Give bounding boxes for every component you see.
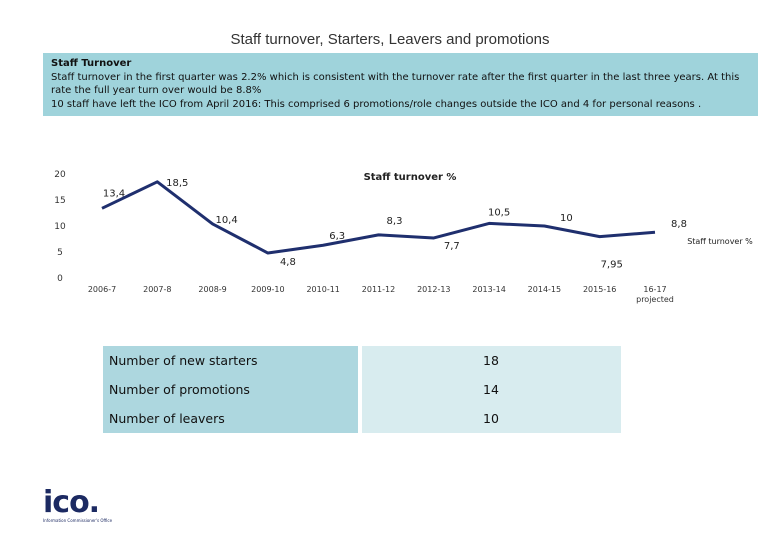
data-label: 10,5 [488, 207, 510, 218]
x-tick-label: 16-17 projected [636, 285, 674, 304]
ico-logo: ico. Information Commissioner's Office [43, 488, 123, 528]
staff-stats-table: Number of new starters 18 Number of prom… [103, 346, 621, 433]
x-tick-label: 2015-16 [583, 285, 616, 294]
chart-title: Staff turnover % [364, 172, 457, 183]
data-label: 6,3 [329, 231, 345, 242]
x-tick-label: 2009-10 [251, 285, 284, 294]
y-tick-label: 15 [54, 196, 65, 206]
turnover-line-chart: Staff turnover % 0 5 10 15 20 2006-7 2007-8 2008… [54, 170, 753, 304]
data-label: 7,95 [601, 260, 623, 271]
data-label: 10,4 [215, 215, 237, 226]
summary-line-2: rate the full year turn over would be 8.… [51, 85, 262, 96]
y-tick-label: 10 [54, 222, 66, 232]
x-tick-label: 2010-11 [306, 285, 339, 294]
summary-line-3: 10 staff have left the ICO from April 20… [51, 98, 702, 110]
series-line [101, 180, 656, 255]
legend-entry: Staff turnover % [687, 237, 753, 246]
logo-wordmark: ico. [43, 485, 100, 520]
data-label: 7,7 [444, 241, 460, 252]
stat-label: Number of promotions [103, 375, 358, 404]
data-label: 4,8 [280, 257, 296, 268]
stat-label: Number of leavers [103, 404, 358, 433]
y-tick-label: 5 [57, 248, 63, 258]
summary-line-1: Staff turnover in the first quarter was … [51, 71, 740, 83]
y-tick-label: 0 [57, 274, 63, 284]
data-label: 18,5 [166, 178, 188, 189]
page-title: Staff turnover, Starters, Leavers and pr… [230, 31, 550, 48]
x-tick-label: 2014-15 [528, 285, 561, 294]
data-label: 10 [560, 213, 573, 224]
summary-heading: Staff Turnover [51, 58, 132, 69]
data-label: 8,3 [387, 216, 403, 227]
stat-row-leavers: Number of leavers 10 [103, 404, 621, 433]
x-tick-label: 2007-8 [143, 285, 171, 294]
x-tick-label: 2012-13 [417, 285, 450, 294]
x-tick-label: 2013-14 [472, 285, 505, 294]
x-tick-label: 2006-7 [88, 285, 116, 294]
stat-value: 18 [362, 346, 621, 375]
staff-turnover-summary: Staff Turnover Staff turnover in the fir… [43, 53, 758, 116]
stat-value: 14 [362, 375, 621, 404]
stat-value: 10 [362, 404, 621, 433]
logo-tagline: Information Commissioner's Office [43, 518, 113, 523]
y-tick-label: 20 [54, 170, 66, 180]
stat-row-promotions: Number of promotions 14 [103, 375, 621, 404]
stat-row-starters: Number of new starters 18 [103, 346, 621, 375]
x-tick-label: 2011-12 [362, 285, 395, 294]
x-tick-label: 2008-9 [198, 285, 226, 294]
stat-label: Number of new starters [103, 346, 358, 375]
data-label: 13,4 [103, 188, 125, 199]
data-label: 8,8 [671, 219, 687, 230]
